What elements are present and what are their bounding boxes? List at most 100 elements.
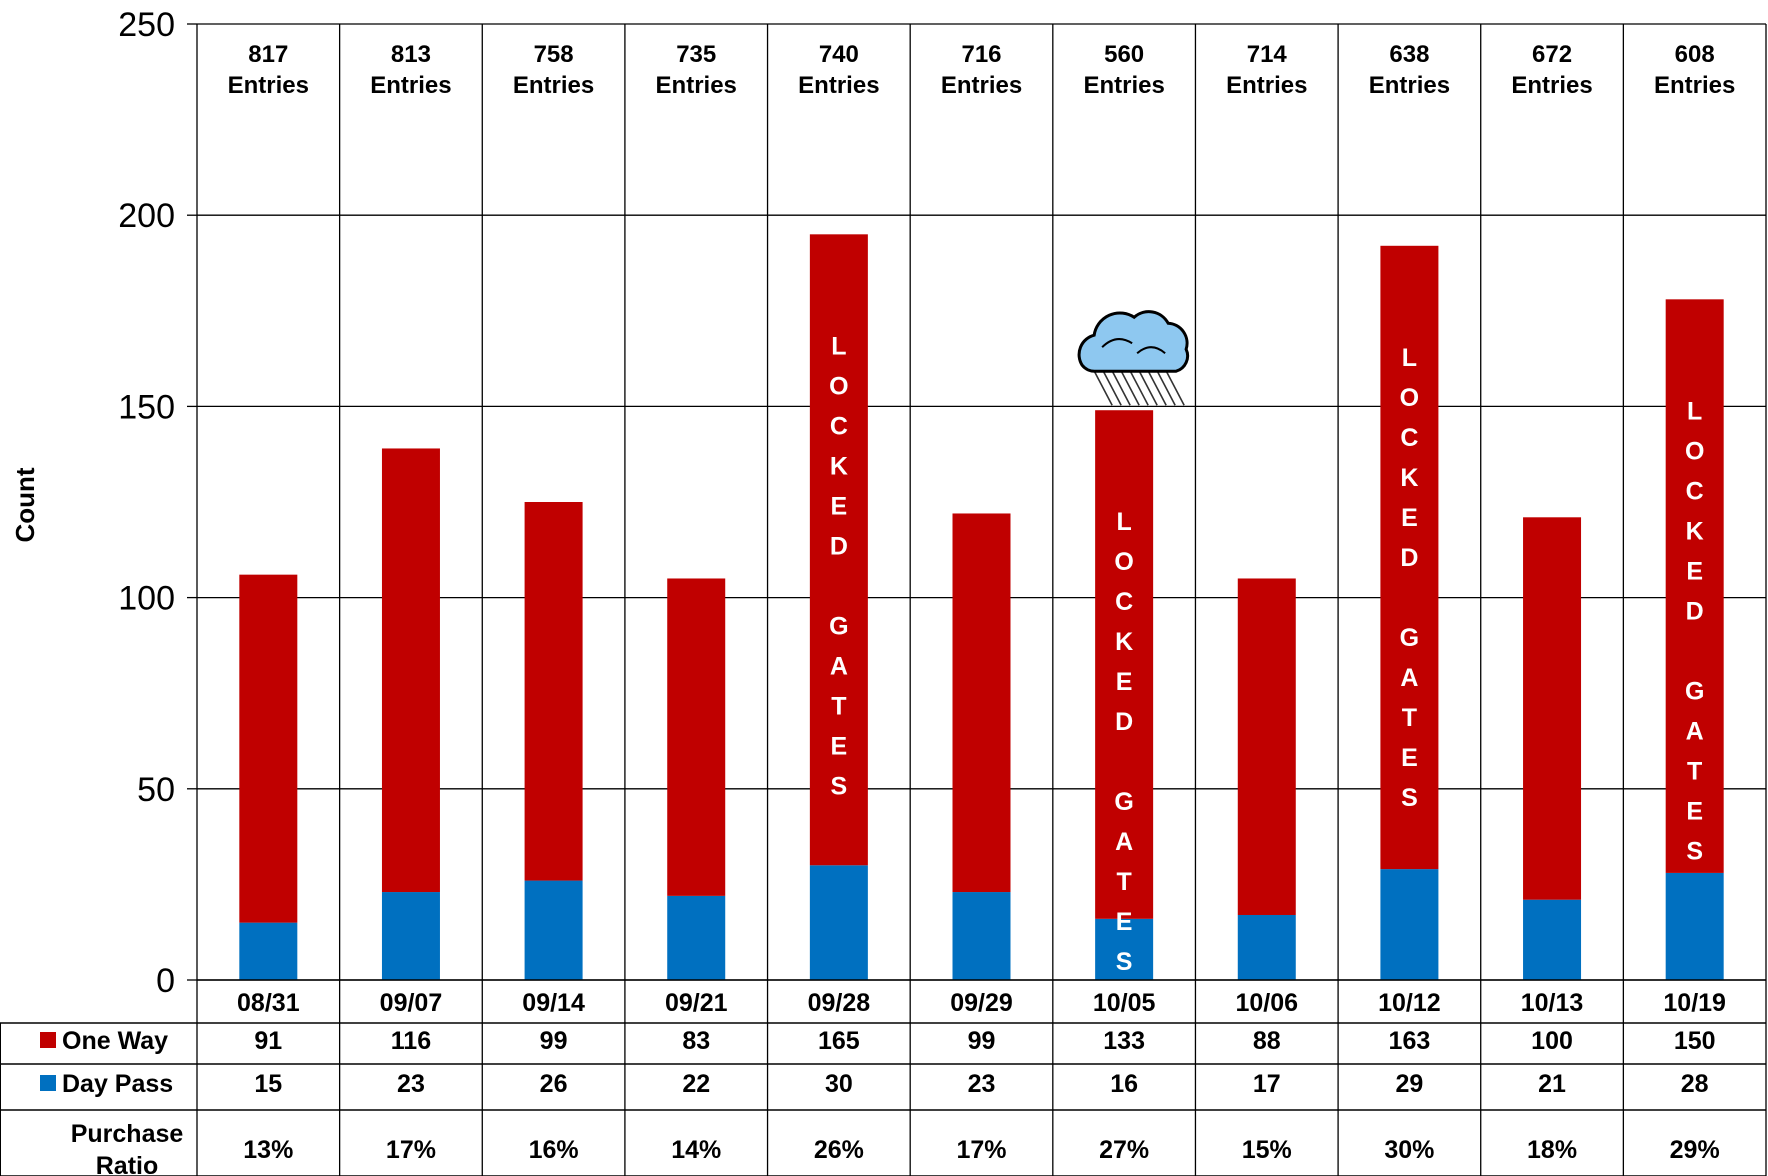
bar-day-pass bbox=[809, 865, 868, 980]
entries-label: Entries bbox=[1083, 72, 1164, 99]
bar-one-way bbox=[1523, 517, 1582, 900]
bar-day-pass bbox=[1095, 918, 1154, 980]
bar-one-way bbox=[1380, 245, 1439, 870]
table-cell: 83 bbox=[682, 1027, 710, 1055]
table-cell: 99 bbox=[968, 1027, 996, 1055]
entries-labels: 817 Entries 813 Entries 758 Entries 735 Entries… bbox=[228, 41, 1736, 99]
table-cell: 14% bbox=[671, 1136, 721, 1164]
table-cell: 91 bbox=[254, 1027, 282, 1055]
bar-day-pass bbox=[1665, 872, 1724, 980]
grid bbox=[196, 23, 1767, 1176]
bar-one-way bbox=[1237, 578, 1296, 915]
legend-label: Day Pass bbox=[62, 1070, 173, 1098]
entries-label: Entries bbox=[370, 72, 451, 99]
table-cell: 165 bbox=[818, 1027, 860, 1055]
cloud-shape bbox=[1077, 310, 1190, 373]
y-tick-label: 0 bbox=[156, 962, 175, 1000]
entries-label: Entries bbox=[513, 72, 594, 99]
entries-count: 817 bbox=[248, 41, 288, 68]
x-tick-label: 10/06 bbox=[1235, 989, 1298, 1017]
table-cell: 17% bbox=[386, 1136, 436, 1164]
bars bbox=[239, 234, 1724, 980]
entries-label: Entries bbox=[1511, 72, 1592, 99]
bar-one-way bbox=[239, 574, 298, 923]
table-cell: 26 bbox=[540, 1070, 568, 1098]
entries-count: 672 bbox=[1532, 41, 1572, 68]
bar-one-way bbox=[1665, 299, 1724, 873]
table-cell: 23 bbox=[968, 1070, 996, 1098]
entries-label: Entries bbox=[656, 72, 737, 99]
table-cell: 116 bbox=[391, 1027, 431, 1055]
entries-label: Entries bbox=[1369, 72, 1450, 99]
bar-day-pass bbox=[239, 922, 298, 980]
table-cell: 88 bbox=[1253, 1027, 1281, 1055]
row-label: Purchase bbox=[71, 1120, 184, 1148]
legend-swatch bbox=[40, 1032, 56, 1048]
y-axis: 0 50 100 150 200 250 bbox=[118, 6, 197, 1000]
table-cell: 28 bbox=[1681, 1070, 1709, 1098]
data-table: 08/31 09/07 09/14 09/21 09/28 09/29 10/05 10/06… bbox=[0, 979, 1766, 1176]
x-tick-label: 10/05 bbox=[1093, 989, 1156, 1017]
bar-one-way bbox=[381, 448, 440, 893]
table-cell: 13% bbox=[243, 1136, 293, 1164]
x-tick-label: 09/21 bbox=[665, 989, 728, 1017]
entries-count: 638 bbox=[1389, 41, 1429, 68]
table-cell: 17 bbox=[1253, 1070, 1281, 1098]
bar-day-pass bbox=[667, 895, 726, 980]
table-cell: 29% bbox=[1670, 1136, 1720, 1164]
bar-day-pass bbox=[381, 892, 440, 980]
entries-count: 813 bbox=[391, 41, 431, 68]
x-tick-label: 09/07 bbox=[380, 989, 443, 1017]
entries-label: Entries bbox=[228, 72, 309, 99]
table-cell: 15% bbox=[1242, 1136, 1292, 1164]
table-cell: 22 bbox=[682, 1070, 710, 1098]
table-cell: 17% bbox=[956, 1136, 1006, 1164]
y-tick-label: 250 bbox=[118, 6, 175, 44]
bar-one-way bbox=[809, 234, 868, 866]
table-cell: 133 bbox=[1103, 1027, 1145, 1055]
table-cell: 99 bbox=[540, 1027, 568, 1055]
entries-count: 758 bbox=[534, 41, 574, 68]
table-cell: 15 bbox=[254, 1070, 282, 1098]
bar-one-way bbox=[524, 502, 583, 881]
table-cell: 16% bbox=[529, 1136, 579, 1164]
table-cell: 21 bbox=[1538, 1070, 1566, 1098]
table-cell: 150 bbox=[1674, 1027, 1716, 1055]
y-tick-label: 100 bbox=[118, 580, 175, 618]
table-cell: 29 bbox=[1396, 1070, 1424, 1098]
y-axis-label: Count bbox=[10, 467, 40, 542]
legend-label: One Way bbox=[62, 1027, 168, 1055]
table-cell: 27% bbox=[1099, 1136, 1149, 1164]
bar-day-pass bbox=[1380, 869, 1439, 980]
x-tick-label: 09/29 bbox=[950, 989, 1013, 1017]
entries-count: 735 bbox=[676, 41, 716, 68]
bar-one-way bbox=[667, 578, 726, 896]
table-cell: 16 bbox=[1110, 1070, 1138, 1098]
row-label: Ratio bbox=[96, 1152, 159, 1176]
x-tick-label: 10/13 bbox=[1521, 989, 1584, 1017]
x-tick-label: 09/14 bbox=[522, 989, 585, 1017]
y-tick-label: 50 bbox=[137, 771, 175, 809]
table-cell: 30% bbox=[1384, 1136, 1434, 1164]
rain-cloud-icon bbox=[1077, 310, 1190, 406]
entries-label: Entries bbox=[798, 72, 879, 99]
x-tick-label: 10/19 bbox=[1663, 989, 1726, 1017]
table-cell: 18% bbox=[1527, 1136, 1577, 1164]
table-cell: 26% bbox=[814, 1136, 864, 1164]
entries-count: 714 bbox=[1247, 41, 1288, 68]
entries-count: 608 bbox=[1675, 41, 1715, 68]
legend-swatch bbox=[40, 1075, 56, 1091]
entries-label: Entries bbox=[1226, 72, 1307, 99]
table-cell: 163 bbox=[1389, 1027, 1431, 1055]
bar-day-pass bbox=[1237, 914, 1296, 980]
bar-day-pass bbox=[1523, 899, 1582, 980]
entries-count: 740 bbox=[819, 41, 859, 68]
entries-count: 716 bbox=[961, 41, 1001, 68]
entries-label: Entries bbox=[941, 72, 1022, 99]
